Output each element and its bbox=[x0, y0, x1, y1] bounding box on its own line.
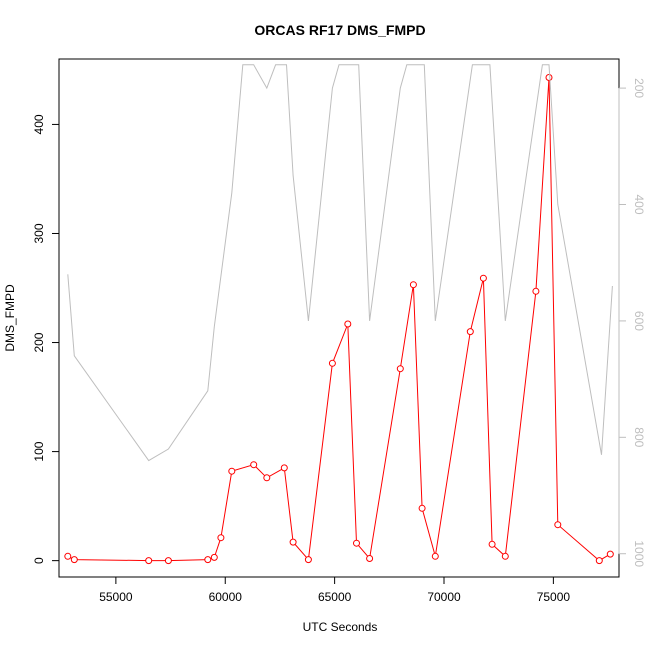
x-tick-label: 75000 bbox=[537, 590, 571, 604]
y-tick-label: 100 bbox=[32, 441, 46, 461]
data-point bbox=[344, 320, 352, 328]
data-point bbox=[280, 464, 288, 472]
right-tick-label: 800 bbox=[632, 427, 646, 447]
x-tick-label: 65000 bbox=[318, 590, 352, 604]
data-point bbox=[418, 504, 426, 512]
x-tick-label: 70000 bbox=[427, 590, 461, 604]
data-point bbox=[396, 365, 404, 373]
x-tick-label: 60000 bbox=[209, 590, 243, 604]
data-point bbox=[431, 552, 439, 560]
y-tick-label: 300 bbox=[32, 223, 46, 243]
data-point bbox=[353, 539, 360, 547]
y-tick-label: 200 bbox=[32, 332, 46, 352]
data-point bbox=[263, 474, 271, 482]
data-point bbox=[64, 552, 72, 560]
y-axis-label: DMS_FMPD bbox=[3, 284, 17, 352]
data-point bbox=[217, 534, 225, 542]
right-tick-label: 400 bbox=[632, 194, 646, 214]
series-line-2 bbox=[67, 64, 613, 462]
data-point bbox=[289, 538, 297, 546]
right-tick-label: 1000 bbox=[632, 540, 646, 567]
x-tick-label: 55000 bbox=[99, 590, 133, 604]
right-axis: 200 400 600 800 1000 bbox=[618, 78, 646, 567]
y-axis: 0 100 200 300 400 bbox=[32, 114, 60, 564]
chart-title: ORCAS RF17 DMS_FMPD bbox=[254, 22, 425, 38]
data-point bbox=[304, 556, 312, 564]
right-tick-label: 200 bbox=[632, 78, 646, 98]
data-point bbox=[545, 74, 553, 81]
data-point bbox=[145, 557, 153, 565]
data-point bbox=[164, 557, 172, 565]
data-point bbox=[606, 550, 614, 558]
data-point bbox=[466, 328, 474, 336]
data-point bbox=[409, 281, 417, 289]
data-point bbox=[210, 553, 218, 561]
right-tick-label: 600 bbox=[632, 311, 646, 331]
plot-frame bbox=[58, 58, 620, 578]
data-point bbox=[595, 557, 603, 565]
data-point bbox=[366, 555, 374, 562]
data-point bbox=[204, 556, 212, 564]
y-tick-label: 400 bbox=[32, 114, 46, 134]
data-point bbox=[532, 287, 540, 295]
series-layer bbox=[64, 64, 614, 565]
data-point bbox=[501, 552, 509, 560]
x-axis-label: UTC Seconds bbox=[303, 620, 378, 634]
data-point bbox=[228, 467, 236, 475]
x-axis: 55000 60000 65000 70000 75000 bbox=[99, 576, 571, 604]
data-point bbox=[479, 274, 487, 282]
data-point bbox=[328, 359, 336, 367]
data-point bbox=[554, 521, 562, 529]
series-line-1 bbox=[67, 77, 611, 562]
y-tick-label: 0 bbox=[32, 557, 46, 564]
data-point bbox=[488, 540, 496, 548]
data-point bbox=[70, 556, 78, 564]
data-point bbox=[250, 461, 258, 469]
